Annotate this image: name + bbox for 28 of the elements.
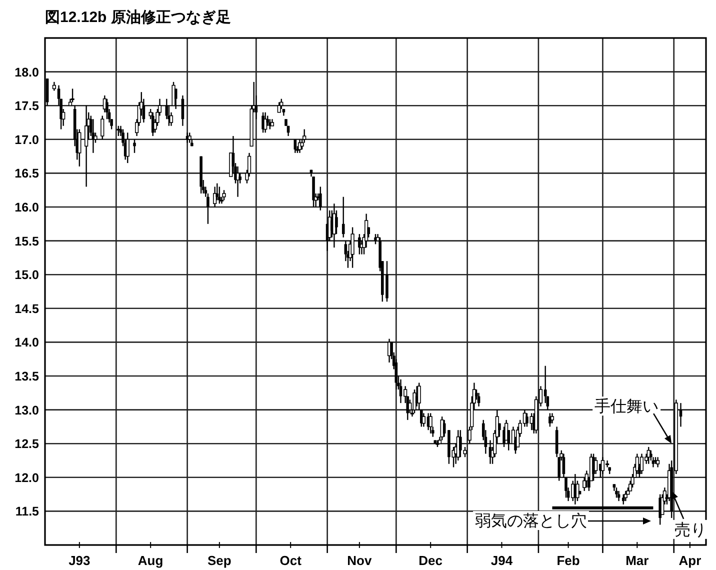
x-tick-label: J94	[490, 553, 514, 568]
y-tick-label: 12.5	[14, 437, 40, 452]
y-tick-label: 14.0	[14, 336, 40, 350]
annotation: 手仕舞い	[594, 398, 659, 416]
y-tick-label: 13.0	[14, 403, 40, 418]
chart-title: 図12.12b 原油修正つなぎ足	[45, 9, 231, 26]
y-tick-label: 14.5	[14, 302, 40, 316]
y-tick-label: 17.5	[14, 99, 40, 114]
x-tick-label: Nov	[347, 553, 372, 568]
y-tick-label: 16.5	[14, 166, 40, 181]
x-tick-label: J93	[68, 553, 90, 568]
y-tick-label: 13.5	[14, 370, 40, 384]
annotation: 売り	[674, 520, 707, 539]
x-tick-label: Oct	[280, 553, 302, 568]
x-tick-label: Sep	[208, 553, 232, 568]
y-tick-label: 15.5	[14, 234, 40, 248]
y-tick-label: 17.0	[14, 132, 40, 147]
x-tick-label: Apr	[678, 553, 702, 568]
y-tick-label: 11.5	[15, 504, 40, 519]
x-tick-label: Dec	[418, 553, 443, 568]
y-tick-label: 12.0	[14, 470, 40, 485]
x-tick-label: Mar	[626, 553, 649, 568]
y-tick-label: 15.0	[14, 268, 40, 282]
y-tick-label: 18.0	[14, 65, 40, 80]
annotation: 弱気の落とし穴	[475, 512, 587, 530]
y-tick-label: 16.0	[14, 200, 40, 214]
x-tick-label: Feb	[556, 553, 580, 568]
x-tick-label: Aug	[138, 553, 164, 568]
